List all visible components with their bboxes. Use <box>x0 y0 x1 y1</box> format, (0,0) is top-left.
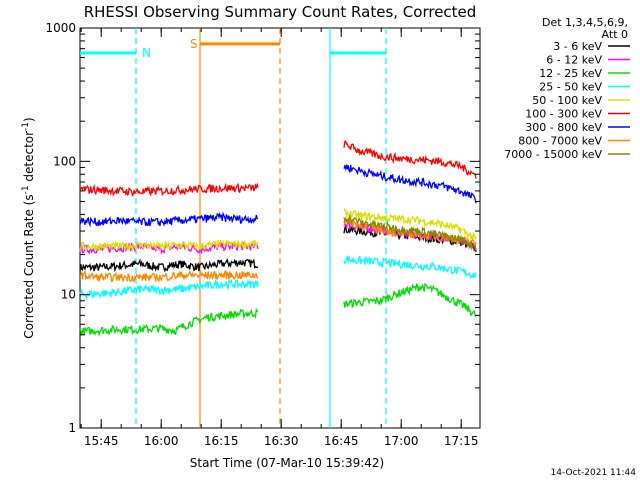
y-axis-label-part: detector <box>22 131 36 186</box>
x-tick-label: 16:30 <box>264 434 299 448</box>
series-layer <box>79 140 477 338</box>
y-tick-label: 1000 <box>45 21 76 35</box>
series-line <box>343 208 477 242</box>
series-line <box>343 140 477 179</box>
series-line <box>343 282 477 318</box>
series-line <box>343 164 477 204</box>
annotations: NS <box>80 28 387 428</box>
x-tick-label: 17:00 <box>384 434 419 448</box>
legend-label: 100 - 300 keV <box>525 108 602 121</box>
series-line <box>79 278 259 301</box>
x-axis-label: Start Time (07-Mar-10 15:39:42) <box>190 456 384 470</box>
y-axis-label-part: ) <box>22 117 36 122</box>
legend-label: 50 - 100 keV <box>532 94 602 107</box>
y-axis-label-part: -1 <box>21 122 31 131</box>
legend-label: 6 - 12 keV <box>546 54 602 67</box>
x-tick-label: 16:45 <box>324 434 359 448</box>
legend-label: 7000 - 15000 keV <box>504 148 602 161</box>
series-7000-15000-kev <box>343 214 477 251</box>
legend-label: 3 - 6 keV <box>553 40 602 53</box>
x-tick-label: 15:45 <box>84 434 119 448</box>
series-line <box>79 182 259 198</box>
y-axis: 1 10 100 1000 <box>45 21 480 435</box>
legend-label: 12 - 25 keV <box>539 67 602 80</box>
y-tick-label: 100 <box>53 154 76 168</box>
y-axis-label: Corrected Count Rate (s-1 detector-1) <box>21 117 36 338</box>
series-line <box>79 211 259 228</box>
x-tick-label: 17:15 <box>444 434 479 448</box>
x-tick-label: 16:00 <box>144 434 179 448</box>
series-50-100-kev <box>79 208 477 252</box>
y-tick-label: 10 <box>61 288 76 302</box>
series-line <box>79 238 259 252</box>
series-800-7000-kev <box>79 215 477 283</box>
series-300-800-kev <box>79 164 477 228</box>
series-12-25-kev <box>79 282 477 338</box>
flag-label: S <box>190 37 198 51</box>
legend-header: Det 1,3,4,5,6,9, <box>542 16 628 29</box>
legend-label: 25 - 50 keV <box>539 81 602 94</box>
series-line <box>343 254 477 279</box>
series-100-300-kev <box>79 140 477 198</box>
series-25-50-kev <box>79 254 477 301</box>
legend-label: 800 - 7000 keV <box>518 135 602 148</box>
series-line <box>79 307 259 338</box>
x-tick-label: 16:15 <box>204 434 239 448</box>
y-axis-label-part: -1 <box>21 185 31 194</box>
legend-label: 300 - 800 keV <box>525 121 602 134</box>
series-line <box>79 258 259 273</box>
chart-title: RHESSI Observing Summary Count Rates, Co… <box>84 3 477 21</box>
footer-timestamp: 14-Oct-2021 11:44 <box>551 468 637 478</box>
series-line <box>343 214 477 251</box>
x-axis: 15:45 16:00 16:15 16:30 16:45 17:00 17:15 <box>80 28 479 448</box>
flag-label: N <box>142 46 151 60</box>
y-tick-label: 1 <box>68 421 76 435</box>
series-line <box>79 269 259 283</box>
legend-header: Att 0 <box>602 28 628 41</box>
y-axis-label-part: Corrected Count Rate (s <box>22 194 36 338</box>
